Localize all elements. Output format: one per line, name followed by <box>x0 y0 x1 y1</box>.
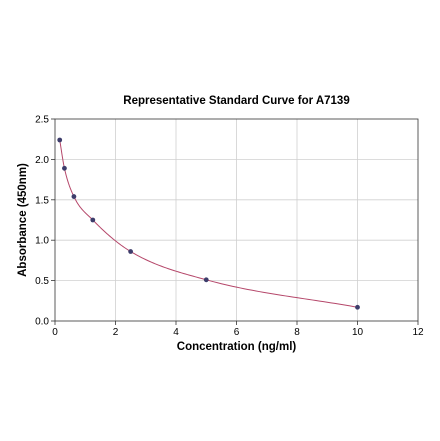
y-tick-label: 1.0 <box>35 236 49 247</box>
x-tick-label: 0 <box>52 327 58 338</box>
data-point <box>57 137 63 143</box>
data-point <box>62 165 67 171</box>
data-point <box>128 249 134 254</box>
y-axis-ticks: 0.0 0.5 1.0 1.5 2.0 2.5 <box>35 115 55 328</box>
x-tick-label: 6 <box>234 327 240 338</box>
y-tick-label: 2.0 <box>35 155 49 166</box>
x-tick-label: 2 <box>113 327 119 338</box>
fit-curve <box>59 139 358 308</box>
x-tick-label: 12 <box>412 327 424 338</box>
data-points <box>57 137 360 310</box>
data-point <box>71 194 77 199</box>
grid-lines <box>55 119 418 321</box>
data-point <box>203 277 209 283</box>
x-axis-ticks: 0 2 4 6 8 10 12 <box>52 321 424 338</box>
chart-title: Representative Standard Curve for A7139 <box>123 95 349 107</box>
x-tick-label: 4 <box>173 327 179 338</box>
y-tick-label: 0.5 <box>35 276 49 287</box>
x-tick-label: 8 <box>294 327 300 338</box>
y-tick-label: 1.5 <box>35 195 49 206</box>
x-axis-label: Concentration (ng/ml) <box>177 341 297 353</box>
y-tick-label: 0.0 <box>35 317 49 328</box>
y-tick-label: 2.5 <box>35 115 49 126</box>
x-tick-label: 10 <box>352 327 364 338</box>
data-point <box>90 217 96 223</box>
data-point <box>355 304 360 310</box>
fit-curve-layer <box>59 139 358 308</box>
y-axis-label: Absorbance (450nm) <box>17 163 29 277</box>
